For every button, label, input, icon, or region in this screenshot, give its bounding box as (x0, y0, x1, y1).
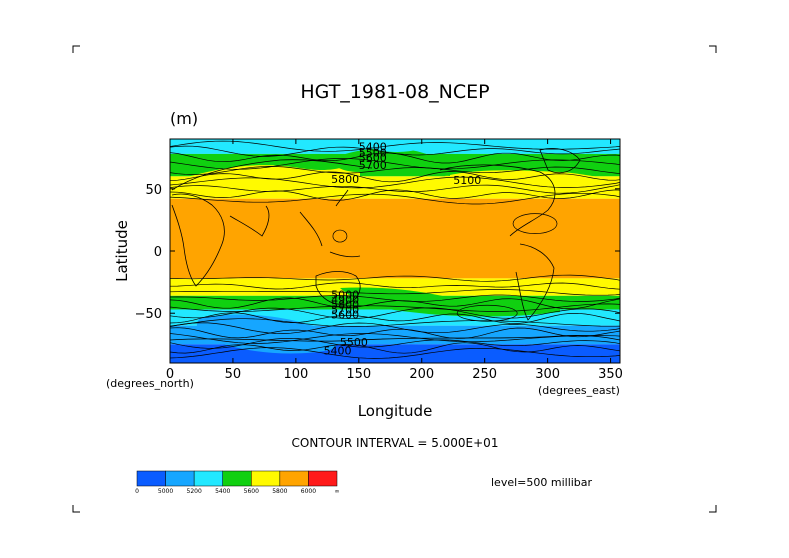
contour-closed (332, 229, 348, 243)
x-tick-label: 350 (598, 367, 623, 382)
contour-closed (456, 304, 518, 322)
y-tick-label: 0 (154, 245, 162, 260)
anomaly-2 (330, 148, 450, 176)
contour-line (169, 176, 621, 189)
contour-line (169, 297, 621, 310)
contour-line (169, 171, 621, 183)
colorbar-swatch (222, 470, 252, 487)
contour-line (169, 307, 621, 320)
anomaly-4 (340, 287, 560, 317)
level-text: level=500 millibar (491, 476, 593, 489)
x-tick-label: 150 (346, 367, 371, 382)
contour-line (169, 166, 621, 175)
colorbar: 0 5000 5200 5400 5600 5800 6000 ∞ (135, 470, 340, 495)
coastline (299, 211, 361, 258)
contour-line (169, 333, 621, 344)
contour-line (169, 184, 621, 194)
contour-label: 5500 (340, 336, 368, 349)
contour-line (169, 274, 621, 282)
contour-label: 5800 (331, 173, 359, 186)
anomaly-3 (360, 140, 430, 152)
colorbar-tick-label: 5800 (272, 488, 287, 495)
crop-marks (72, 45, 717, 513)
x-units-label: (degrees_east) (538, 384, 620, 397)
coastline (171, 159, 373, 191)
contour-line (169, 303, 621, 312)
coastlines (169, 148, 621, 342)
contour-line (169, 158, 621, 170)
contour-label: 5600 (331, 308, 359, 321)
contour-closed (512, 213, 558, 234)
colorbar-tick-label: 6000 (301, 488, 316, 495)
contour-label: 5100 (453, 174, 481, 187)
contour-line (169, 140, 621, 152)
x-axis-label: Longitude (358, 402, 433, 420)
contour-label: 5600 (359, 152, 387, 165)
coastline (335, 189, 349, 207)
x-tick-label: 300 (535, 367, 560, 382)
y-axis-ticks: 50 0 −50 (135, 183, 620, 322)
y-tick-label: 50 (145, 183, 162, 198)
contour-label: 5700 (359, 159, 387, 172)
colorbar-tick-label: 5400 (215, 488, 230, 495)
coastline (539, 148, 581, 174)
colorbar-swatch (193, 470, 223, 487)
coastline (171, 193, 225, 287)
x-tick-label: 200 (409, 367, 434, 382)
contour-label: 5700 (331, 303, 359, 316)
x-tick-label: 0 (166, 367, 174, 382)
colorbar-swatch (251, 470, 281, 487)
anomaly-5 (196, 314, 339, 354)
colorbar-swatch (136, 470, 166, 487)
anomaly-1 (445, 170, 620, 197)
contour-line (169, 192, 621, 205)
colorbar-tick-label: ∞ (335, 488, 340, 495)
contour-interval-text: CONTOUR INTERVAL = 5.000E+01 (292, 436, 499, 450)
contour-line (169, 152, 621, 164)
contour-line (169, 327, 621, 339)
x-tick-label: 250 (472, 367, 497, 382)
coastline (315, 271, 361, 305)
coastline (515, 243, 555, 321)
colorbar-tick-label: 5600 (244, 488, 259, 495)
coastline (169, 335, 621, 342)
contour-line (169, 347, 621, 359)
contour-line (169, 318, 621, 327)
contour-line (169, 337, 621, 349)
colorbar-swatch (308, 470, 338, 487)
contour-line (169, 312, 621, 324)
contour-label: 5000 (331, 289, 359, 302)
contour-label: 5400 (359, 140, 387, 153)
x-axis-ticks: 0 50 100 150 200 250 300 350 (166, 139, 623, 382)
contour-line (169, 289, 621, 296)
contour-label: 5400 (324, 345, 352, 358)
contour-label: 4900 (331, 294, 359, 307)
y-axis-label: Latitude (113, 220, 131, 282)
x-tick-label: 50 (225, 367, 242, 382)
coastline (229, 205, 270, 237)
chart-title: HGT_1981-08_NCEP (300, 81, 489, 103)
band-3 (170, 198, 620, 279)
colorbar-swatch (279, 470, 309, 487)
contour-line (169, 342, 621, 354)
units-label: (m) (170, 109, 198, 128)
contour-line (169, 189, 621, 201)
regional-anomalies (170, 140, 620, 363)
contour-line (169, 322, 621, 334)
x-tick-label: 100 (283, 367, 308, 382)
colorbar-tick-label: 0 (135, 488, 139, 495)
anomaly-6 (360, 344, 540, 363)
y-units-label: (degrees_north) (106, 377, 194, 390)
contour-line (169, 282, 621, 290)
colorbar-swatch (165, 470, 195, 487)
contour-label: 5500 (359, 147, 387, 160)
y-tick-label: −50 (135, 307, 162, 322)
colorbar-tick-label: 5000 (158, 488, 173, 495)
colorbar-tick-label: 5200 (187, 488, 202, 495)
coastline (439, 164, 556, 237)
